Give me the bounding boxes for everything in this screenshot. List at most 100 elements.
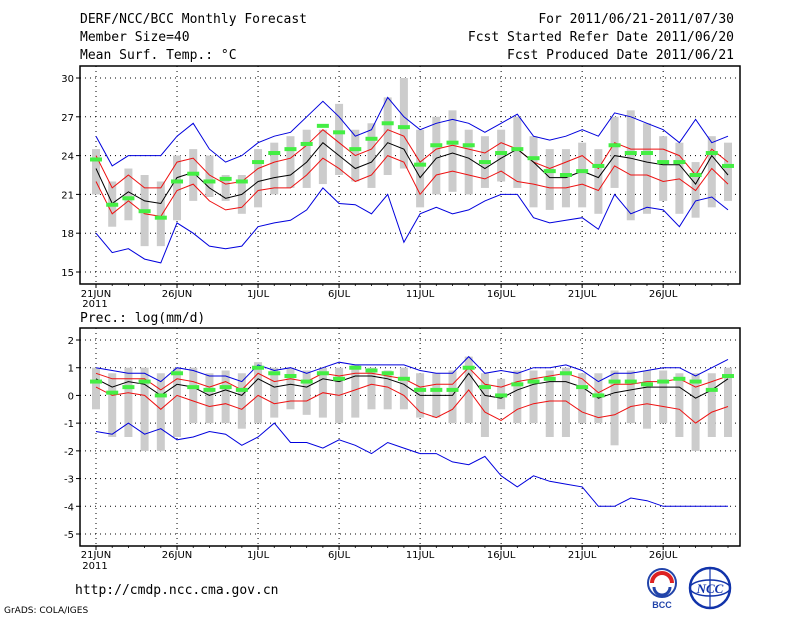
t-box: [221, 175, 230, 201]
p-box: [561, 367, 570, 437]
p-box: [108, 373, 117, 437]
t-ytick-label: 27: [61, 113, 74, 124]
t-xtick-label: 26JUL: [649, 289, 678, 300]
t-marker: [640, 151, 653, 156]
p-year-label: 2011: [82, 561, 107, 572]
p-box: [529, 370, 538, 424]
p-box: [92, 367, 100, 410]
t-marker: [511, 147, 524, 152]
p-box: [610, 370, 619, 446]
p-box: [724, 367, 732, 437]
p-xtick-label: 6JUL: [328, 550, 351, 561]
t-xtick-label: 21JUN: [81, 289, 111, 300]
p-xtick-label: 21JUN: [81, 550, 111, 561]
t-marker: [252, 160, 265, 165]
produced-date: Fcst Produced Date 2011/06/21: [507, 48, 734, 63]
t-marker: [624, 151, 637, 156]
t-box: [578, 142, 587, 208]
t-marker: [462, 143, 475, 148]
p-xtick-label: 21JUL: [568, 550, 597, 561]
t-ytick-label: 18: [61, 229, 74, 240]
t-marker: [187, 171, 200, 176]
t-box: [545, 149, 554, 210]
p-box: [254, 362, 263, 424]
p-box: [140, 367, 149, 451]
p-marker: [495, 393, 508, 398]
t-box: [497, 129, 506, 182]
t-xtick-label: 26JUN: [162, 289, 192, 300]
p-marker: [381, 371, 394, 376]
t-marker: [171, 179, 184, 184]
p-box: [480, 373, 489, 437]
t-marker: [284, 147, 297, 152]
t-box: [399, 78, 408, 169]
t-box: [416, 129, 425, 208]
p-marker: [349, 365, 362, 370]
p-marker: [430, 387, 443, 392]
refer-date: Fcst Started Refer Date 2011/06/20: [467, 30, 734, 45]
p-box: [124, 367, 133, 437]
p-marker: [640, 382, 653, 387]
t-box: [156, 181, 165, 247]
p-marker: [203, 387, 216, 392]
p-marker: [284, 374, 297, 379]
precip-title: Prec.: log(mm/d): [80, 311, 205, 326]
p-plot-frame: [79, 327, 741, 547]
p-box: [707, 373, 716, 437]
t-marker: [673, 160, 686, 165]
t-marker: [154, 215, 167, 220]
t-marker: [414, 162, 427, 167]
source-url[interactable]: http://cmdp.ncc.cma.gov.cn: [75, 583, 279, 598]
p-box: [691, 373, 700, 451]
p-marker: [235, 387, 248, 392]
t-lower-extreme-line: [95, 187, 729, 264]
t-marker: [203, 179, 216, 184]
p-ytick-label: 1: [68, 364, 74, 375]
t-box: [367, 123, 376, 188]
t-xtick-label: 6JUL: [328, 289, 351, 300]
t-marker: [527, 156, 540, 161]
forecast-period: For 2011/06/21-2011/07/30: [538, 12, 734, 27]
p-marker: [462, 365, 475, 370]
t-marker: [349, 147, 362, 152]
t-box: [529, 136, 538, 208]
t-box: [302, 129, 311, 188]
p-marker: [138, 379, 151, 384]
t-marker: [592, 163, 605, 168]
p-marker: [365, 368, 378, 373]
p-marker: [592, 393, 605, 398]
t-marker: [106, 202, 119, 207]
p-ytick-label: 2: [68, 336, 74, 347]
t-box: [92, 149, 100, 195]
p-box: [642, 370, 651, 429]
p-ytick-label: -1: [64, 419, 74, 430]
t-box: [561, 149, 570, 208]
p-marker: [90, 379, 102, 384]
t-box: [594, 149, 603, 214]
p-xtick-label: 11JUL: [406, 550, 435, 561]
p-xtick-label: 26JUN: [162, 550, 192, 561]
p-box: [675, 373, 684, 437]
p-box: [237, 373, 246, 429]
t-marker: [333, 130, 346, 135]
t-marker: [300, 141, 313, 146]
p-marker: [576, 385, 589, 390]
t-marker: [235, 179, 248, 184]
variable-label: Mean Surf. Temp.: °C: [80, 48, 237, 63]
t-marker: [657, 160, 670, 165]
t-plot-frame: [79, 65, 741, 285]
t-upper-spread-line: [95, 129, 729, 189]
t-ytick-label: 24: [61, 152, 74, 163]
t-marker: [397, 125, 410, 130]
p-marker: [446, 387, 459, 392]
p-box: [545, 370, 554, 437]
t-xtick-label: 21JUL: [568, 289, 597, 300]
p-marker: [689, 379, 702, 384]
p-marker: [527, 379, 540, 384]
t-marker: [446, 140, 459, 145]
t-marker: [495, 151, 508, 156]
t-marker: [543, 169, 556, 174]
t-box: [464, 129, 473, 195]
t-xtick-label: 1JUL: [247, 289, 270, 300]
